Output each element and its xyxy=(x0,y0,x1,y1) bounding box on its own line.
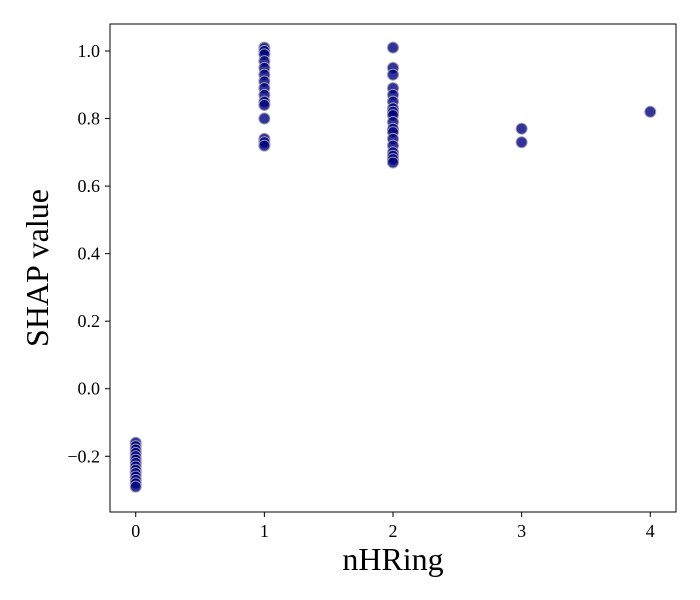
data-point xyxy=(515,122,528,135)
y-tick-label: 0.6 xyxy=(78,176,101,196)
data-point xyxy=(258,139,271,152)
data-point xyxy=(387,156,399,169)
data-point xyxy=(258,99,271,112)
x-tick-label: 0 xyxy=(131,521,140,541)
x-tick-label: 4 xyxy=(646,521,655,541)
y-tick-label: 0.4 xyxy=(78,244,101,264)
y-axis-ticks: −0.2 0.0 0.2 0.4 0.6 0.8 1.0 xyxy=(67,41,110,466)
x-tick-label: 1 xyxy=(260,521,269,541)
x-axis-title: nHRing xyxy=(342,541,443,577)
data-point xyxy=(515,136,528,149)
x-tick-label: 2 xyxy=(389,521,398,541)
y-axis-title: SHAP value xyxy=(19,189,55,347)
data-point xyxy=(644,105,657,118)
x-axis-ticks: 0 1 2 3 4 xyxy=(131,512,655,541)
data-point xyxy=(129,480,142,493)
y-tick-label: 0.2 xyxy=(78,311,101,331)
data-point xyxy=(387,41,399,54)
x-tick-label: 3 xyxy=(517,521,526,541)
data-point xyxy=(258,112,271,125)
data-point xyxy=(387,68,399,81)
y-tick-label: 1.0 xyxy=(78,41,101,61)
y-tick-label: 0.8 xyxy=(78,109,101,129)
data-points xyxy=(129,41,657,493)
y-tick-label: −0.2 xyxy=(67,446,100,466)
y-tick-label: 0.0 xyxy=(78,379,101,399)
